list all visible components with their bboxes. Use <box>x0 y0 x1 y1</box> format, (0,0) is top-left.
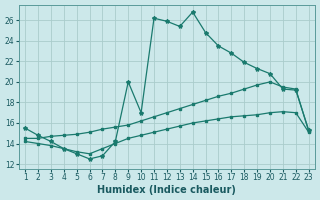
X-axis label: Humidex (Indice chaleur): Humidex (Indice chaleur) <box>98 185 236 195</box>
